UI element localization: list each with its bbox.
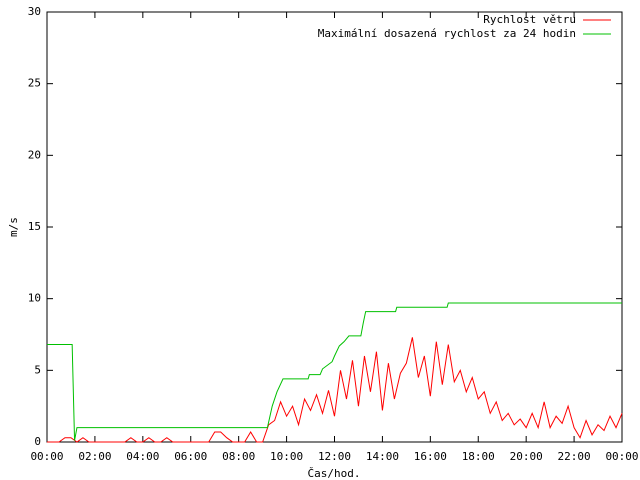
x-tick-label: 16:00 <box>414 450 447 463</box>
x-tick-label: 00:00 <box>605 450 638 463</box>
y-tick-label: 20 <box>28 148 41 161</box>
y-tick-label: 30 <box>28 5 41 18</box>
x-tick-label: 22:00 <box>558 450 591 463</box>
y-tick-label: 10 <box>28 292 41 305</box>
y-tick-label: 0 <box>34 435 41 448</box>
legend-label: Maximální dosazená rychlost za 24 hodin <box>318 27 576 40</box>
x-axis-label: Čas/hod. <box>308 467 361 480</box>
legend-label: Rychlost větru <box>483 13 576 26</box>
x-tick-label: 08:00 <box>222 450 255 463</box>
plot-border <box>46 11 623 443</box>
y-tick-label: 5 <box>34 363 41 376</box>
series-line <box>47 302 622 441</box>
x-tick-label: 18:00 <box>462 450 495 463</box>
y-tick-label: 25 <box>28 77 41 90</box>
x-tick-label: 00:00 <box>30 450 63 463</box>
y-tick-label: 15 <box>28 220 41 233</box>
x-tick-label: 04:00 <box>126 450 159 463</box>
x-tick-label: 06:00 <box>174 450 207 463</box>
y-axis-label: m/s <box>7 217 20 237</box>
x-tick-label: 20:00 <box>510 450 543 463</box>
series-line <box>47 337 623 443</box>
x-tick-label: 14:00 <box>366 450 399 463</box>
x-tick-label: 10:00 <box>270 450 303 463</box>
x-tick-label: 12:00 <box>318 450 351 463</box>
x-tick-label: 02:00 <box>78 450 111 463</box>
